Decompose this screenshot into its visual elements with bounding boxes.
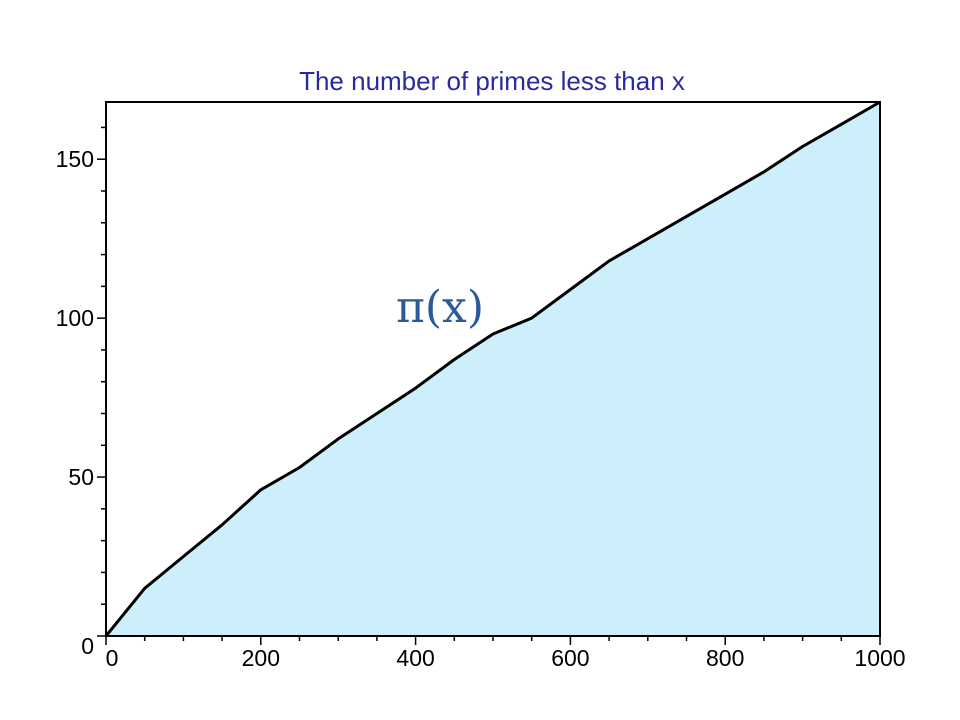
x-tick-label: 600	[551, 645, 589, 671]
y-tick-label: 100	[56, 305, 94, 331]
x-tick-label: 400	[396, 645, 434, 671]
x-tick-label: 1000	[854, 645, 905, 671]
chart-title: The number of primes less than x	[299, 66, 685, 96]
pi-annotation: π(x)	[396, 282, 484, 333]
x-tick-label: 0	[106, 645, 119, 671]
series-line	[104, 100, 881, 637]
x-tick-label: 200	[242, 645, 280, 671]
x-tick-label: 800	[706, 645, 744, 671]
area-fill	[106, 102, 880, 636]
y-tick-label: 0	[81, 633, 94, 659]
plot-area: 0 200 400 600 800 1000 0 50 100 150	[56, 100, 906, 671]
y-tick-label: 50	[68, 464, 94, 490]
y-tick-label: 150	[56, 146, 94, 172]
